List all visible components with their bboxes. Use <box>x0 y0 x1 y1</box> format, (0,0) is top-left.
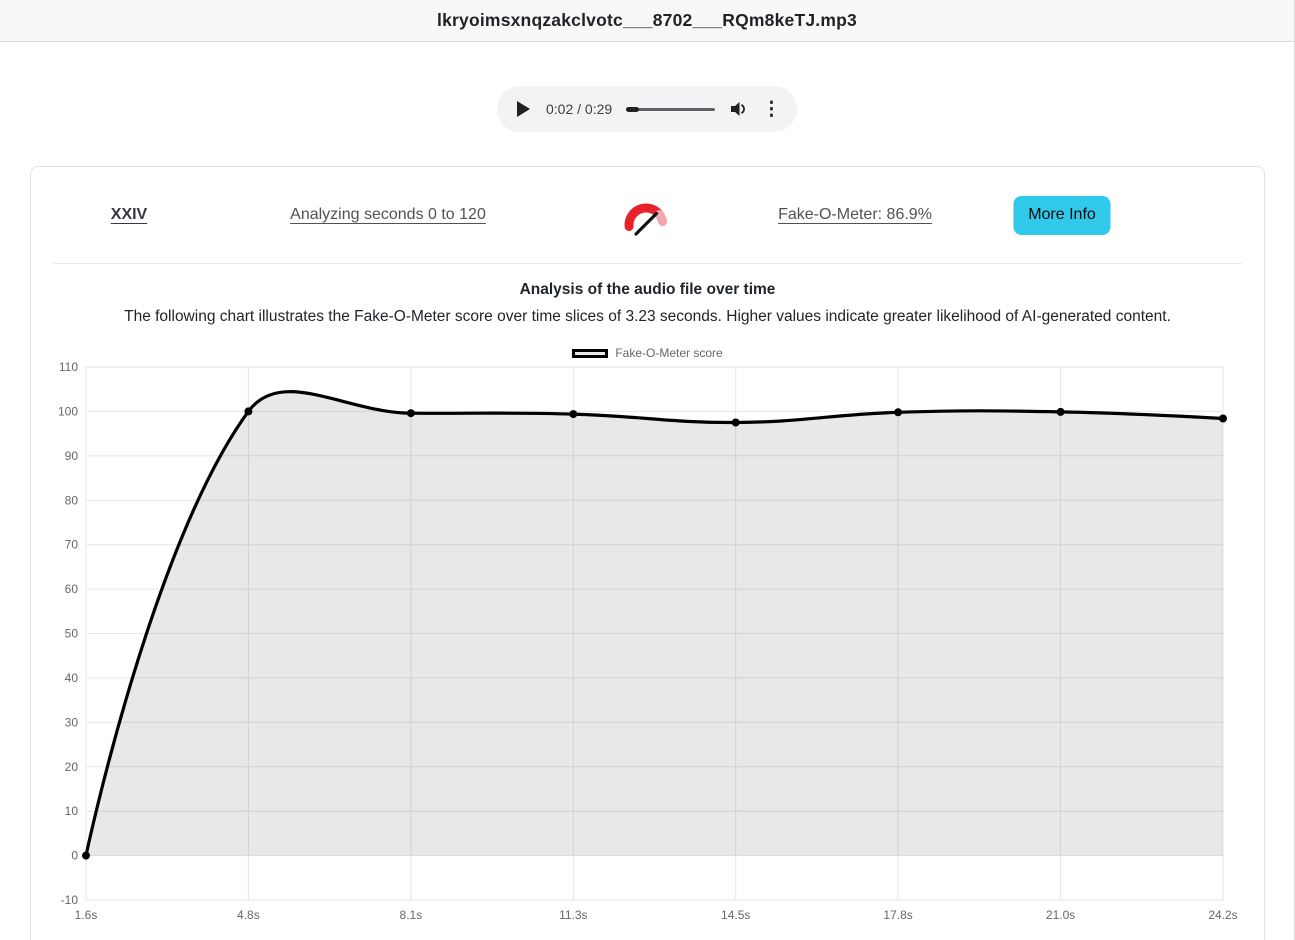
gauge-icon <box>620 167 672 263</box>
volume-button[interactable] <box>729 100 748 118</box>
analysis-card: XXIV Analyzing seconds 0 to 120 Fake-O-M… <box>30 166 1265 940</box>
svg-text:24.2s: 24.2s <box>1208 908 1237 922</box>
seek-bar-remaining <box>626 107 715 111</box>
seek-bar-played <box>626 107 640 112</box>
svg-text:50: 50 <box>65 627 79 641</box>
svg-text:1.6s: 1.6s <box>75 908 98 922</box>
svg-text:110: 110 <box>59 361 78 374</box>
chart-legend[interactable]: Fake-O-Meter score <box>31 346 1264 360</box>
svg-text:30: 30 <box>65 715 79 729</box>
overflow-menu-button[interactable]: ⋮ <box>762 98 781 121</box>
svg-text:100: 100 <box>58 404 78 418</box>
svg-text:14.5s: 14.5s <box>721 908 750 922</box>
svg-text:40: 40 <box>65 671 79 685</box>
svg-text:80: 80 <box>65 493 79 507</box>
page-title: lkryoimsxnqzakclvotc___8702___RQm8keTJ.m… <box>437 10 857 30</box>
fake-o-meter-link[interactable]: Fake-O-Meter: 86.9% <box>778 206 932 223</box>
analyzing-range-link[interactable]: Analyzing seconds 0 to 120 <box>290 206 486 223</box>
svg-text:0: 0 <box>71 849 78 863</box>
more-info-button[interactable]: More Info <box>1013 195 1111 235</box>
time-display: 0:02 / 0:29 <box>546 101 613 117</box>
volume-icon <box>731 102 745 116</box>
svg-text:70: 70 <box>65 538 79 552</box>
legend-label: Fake-O-Meter score <box>615 346 723 360</box>
chart-section-title: Analysis of the audio file over time <box>519 281 776 298</box>
svg-text:21.0s: 21.0s <box>1046 908 1075 922</box>
chart-section-subtitle: The following chart illustrates the Fake… <box>124 308 1171 325</box>
title-bar: lkryoimsxnqzakclvotc___8702___RQm8keTJ.m… <box>0 0 1294 42</box>
analysis-header-row: XXIV Analyzing seconds 0 to 120 Fake-O-M… <box>31 167 1264 263</box>
audio-player[interactable]: 0:02 / 0:29 ⋮ <box>497 86 797 132</box>
roman-numeral-link[interactable]: XXIV <box>110 206 148 223</box>
play-icon <box>516 101 530 117</box>
svg-text:90: 90 <box>65 449 79 463</box>
vertical-ellipsis-icon: ⋮ <box>762 98 781 120</box>
svg-text:20: 20 <box>65 760 79 774</box>
svg-text:4.8s: 4.8s <box>237 908 260 922</box>
legend-swatch <box>572 348 609 358</box>
svg-text:60: 60 <box>65 582 79 596</box>
svg-text:-10: -10 <box>61 893 79 907</box>
svg-text:17.8s: 17.8s <box>883 908 912 922</box>
svg-text:11.3s: 11.3s <box>559 908 587 922</box>
svg-text:10: 10 <box>65 804 79 818</box>
play-button[interactable] <box>513 99 533 119</box>
header-divider <box>53 263 1242 264</box>
svg-text:8.1s: 8.1s <box>400 908 423 922</box>
seek-bar[interactable] <box>626 102 715 116</box>
